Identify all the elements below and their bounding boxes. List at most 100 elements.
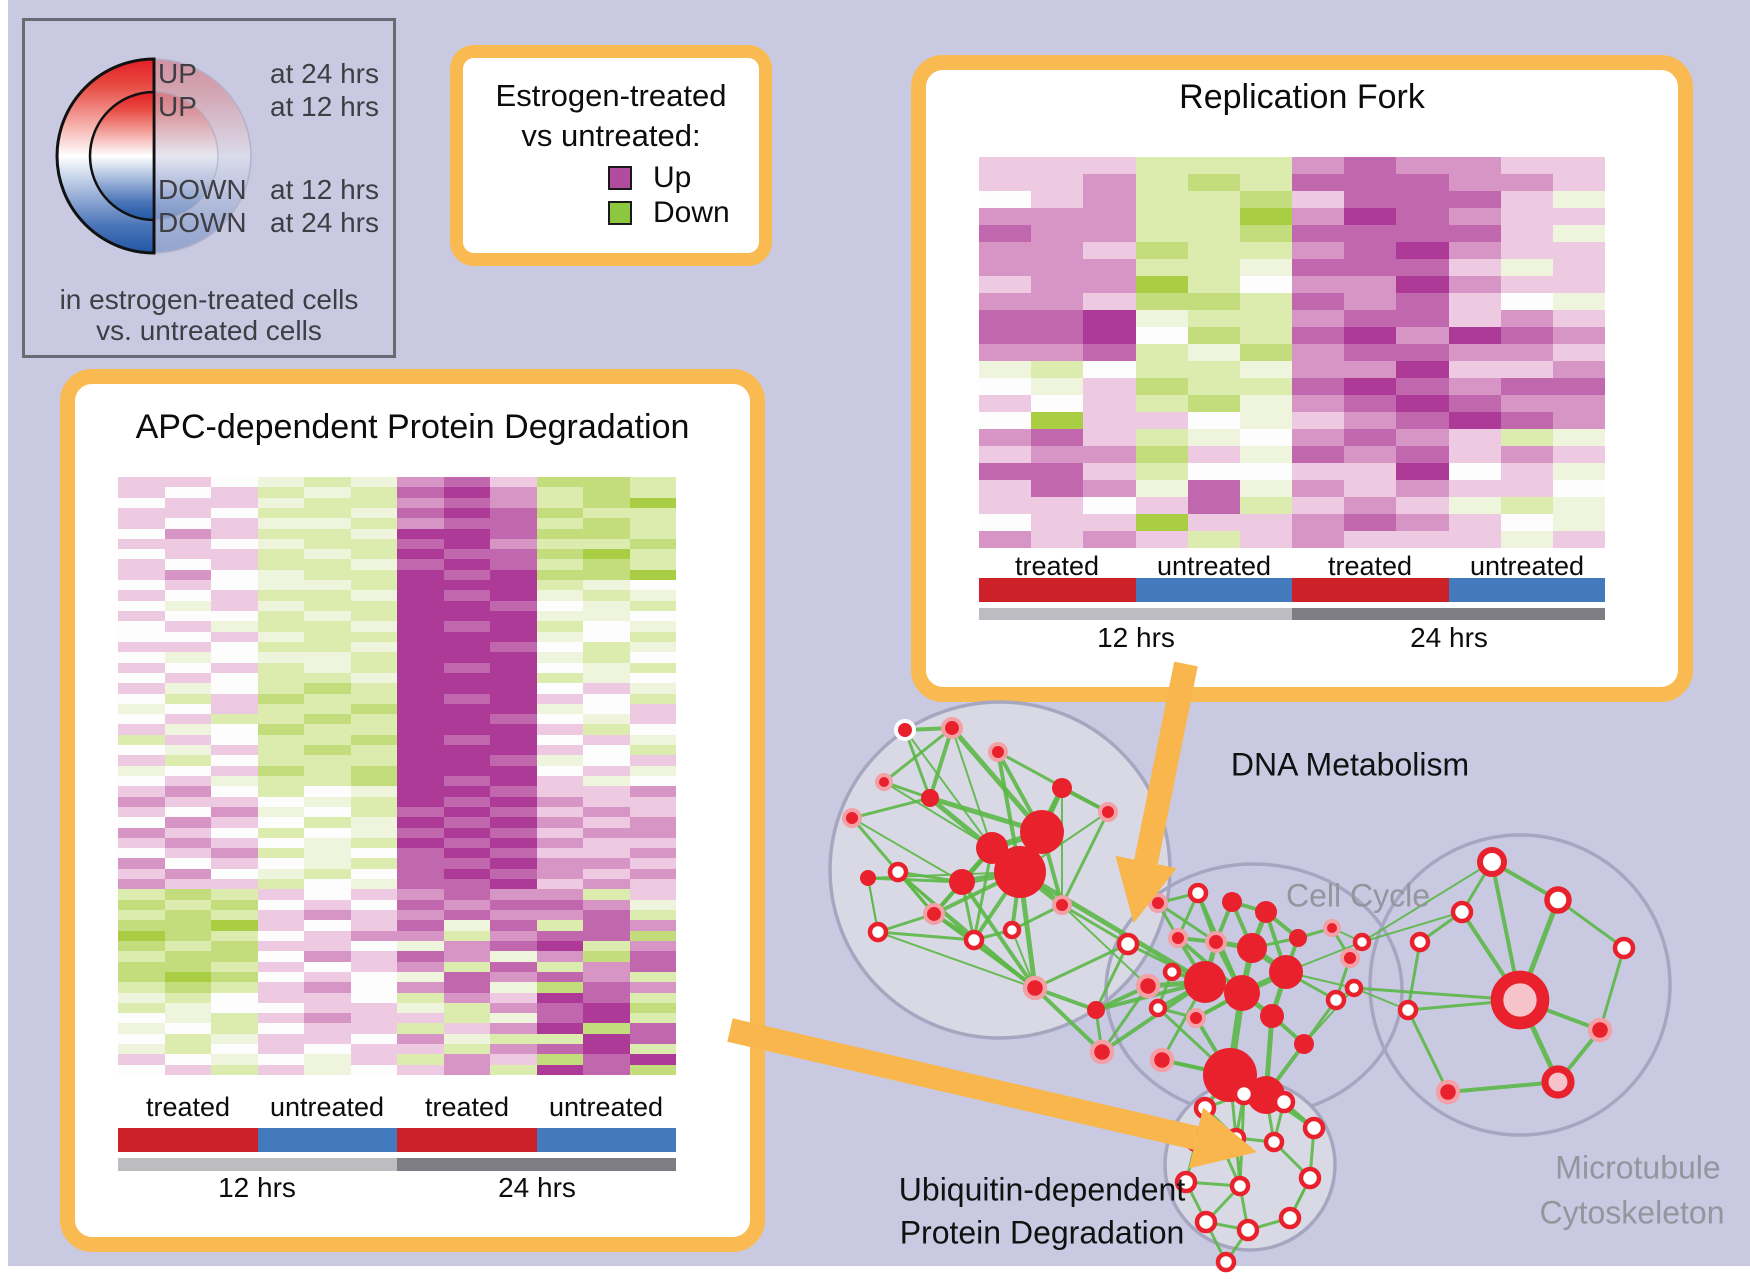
replication-fork-heatmap [979, 157, 1605, 548]
heatmap-cell [164, 1044, 211, 1055]
heatmap-cell [118, 683, 165, 694]
network-node [1325, 989, 1347, 1011]
heatmap-cell [211, 693, 258, 704]
heatmap-cell [304, 745, 351, 756]
heatmap-cell [118, 786, 165, 797]
heatmap-cell [583, 910, 630, 921]
network-node [1612, 936, 1636, 960]
heatmap-cell [490, 703, 537, 715]
heatmap-cell [536, 672, 583, 684]
heatmap-cell [1135, 208, 1188, 225]
heatmap-cell [1344, 514, 1397, 531]
heatmap-cell [397, 724, 444, 735]
heatmap-cell [350, 992, 397, 1003]
heatmap-cell [1448, 242, 1501, 259]
heatmap-cell [1552, 344, 1605, 361]
heatmap-cell [1552, 157, 1605, 174]
network-edge [1598, 946, 1626, 1032]
heatmap-cell [979, 208, 1032, 225]
heatmap-cell [257, 827, 304, 838]
heatmap-cell [350, 745, 397, 756]
heatmap-cell [536, 910, 583, 921]
heatmap-cell [118, 580, 165, 591]
heatmap-cell [257, 528, 304, 539]
network-node [1225, 1127, 1247, 1149]
heatmap-cell [1135, 497, 1188, 514]
heatmap-cell [397, 868, 444, 880]
heatmap-cell [257, 971, 304, 983]
heatmap-cell [118, 817, 165, 828]
heatmap-cell [118, 961, 165, 972]
heatmap-cell [443, 549, 490, 560]
heatmap-cell [443, 621, 490, 632]
heatmap-cell [211, 703, 258, 715]
heatmap-cell [304, 910, 351, 921]
network-edge [1406, 940, 1422, 1012]
heatmap-cell [443, 940, 490, 952]
heatmap-cell [211, 806, 258, 818]
heatmap-cell [979, 259, 1032, 276]
heatmap-cell [350, 703, 397, 715]
heatmap-cell [979, 310, 1032, 327]
heatmap-cell [397, 858, 444, 869]
heatmap-cell [490, 518, 537, 529]
network-edge [1406, 1008, 1450, 1094]
heatmap-cell [1135, 480, 1188, 497]
heatmap-cell [164, 910, 211, 921]
heatmap-cell [397, 992, 444, 1003]
heatmap-cell [583, 714, 630, 725]
heatmap-cell [118, 920, 165, 931]
heatmap-cell [397, 652, 444, 663]
heatmap-cell [211, 827, 258, 838]
heatmap-cell [397, 559, 444, 570]
heatmap-cell [257, 518, 304, 529]
heatmap-cell [211, 631, 258, 642]
heatmap-cell [350, 971, 397, 983]
heatmap-cell [304, 899, 351, 911]
heatmap-cell [211, 940, 258, 952]
heatmap-cell [118, 652, 165, 663]
heatmap-cell [164, 683, 211, 694]
heatmap-cell [1344, 480, 1397, 497]
heatmap-cell [583, 631, 630, 642]
heatmap-cell [1552, 480, 1605, 497]
heatmap-cell [118, 827, 165, 838]
heatmap-cell [1500, 378, 1553, 395]
heatmap-cell [490, 755, 537, 766]
heatmap-cell [1292, 497, 1345, 514]
heatmap-cell [118, 982, 165, 993]
heatmap-cell [118, 858, 165, 869]
network-node [1224, 975, 1260, 1011]
heatmap-cell [443, 477, 490, 488]
network-edge [1446, 1080, 1560, 1094]
heatmap-cell [397, 796, 444, 807]
heatmap-cell [443, 992, 490, 1003]
heatmap-cell [350, 518, 397, 529]
heatmap-cell [1083, 225, 1136, 242]
heatmap-cell [1083, 395, 1136, 412]
heatmap-cell [1500, 310, 1553, 327]
heatmap-cell [536, 477, 583, 488]
heatmap-cell [443, 497, 490, 508]
heatmap-cell [536, 982, 583, 993]
heatmap-cell [583, 765, 630, 776]
heatmap-cell [490, 652, 537, 663]
heatmap-cell [304, 992, 351, 1003]
heatmap-cell [979, 480, 1032, 497]
heatmap-cell [164, 848, 211, 859]
heatmap-cell [397, 1033, 444, 1045]
heatmap-cell [1396, 463, 1449, 480]
heatmap-cell [118, 806, 165, 818]
heatmap-cell [211, 992, 258, 1003]
heatmap-cell [118, 714, 165, 725]
heatmap-cell [397, 755, 444, 766]
heatmap-cell [490, 1013, 537, 1024]
heatmap-cell [118, 879, 165, 890]
heatmap-cell [397, 693, 444, 704]
heatmap-cell [118, 703, 165, 715]
heatmap-cell [1239, 208, 1292, 225]
heatmap-cell [164, 641, 211, 653]
heatmap-cell [304, 662, 351, 673]
heatmap-cell [1135, 446, 1188, 463]
heatmap-cell [583, 879, 630, 890]
